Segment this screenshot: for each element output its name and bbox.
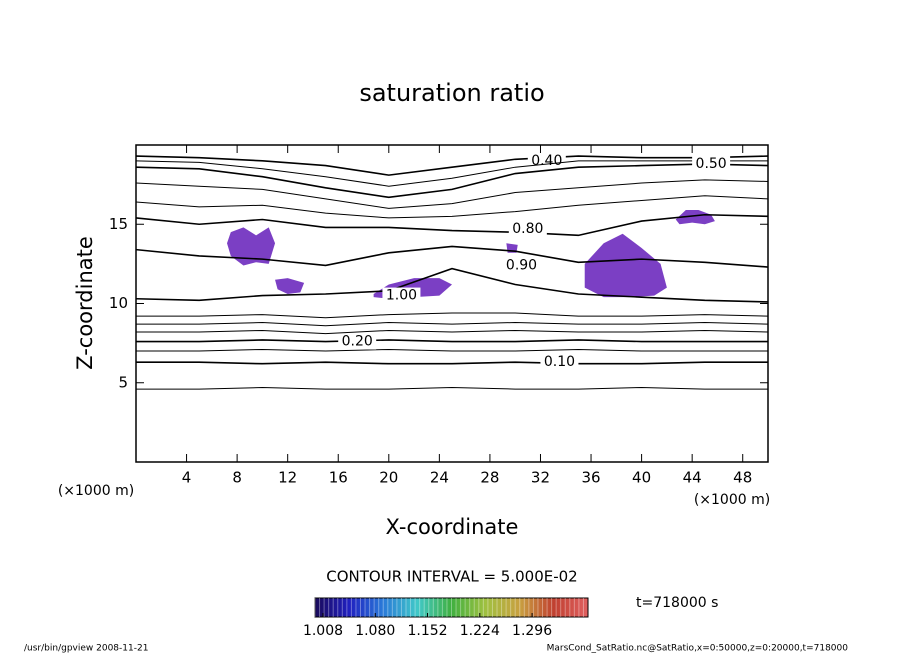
- contour-label: 0.20: [342, 334, 373, 350]
- contour-label: 0.80: [512, 221, 543, 237]
- y-tick-label: 10: [109, 294, 128, 312]
- colorbar-tick-label: 1.080: [355, 623, 395, 639]
- supersaturated-region: [675, 209, 715, 225]
- x-tick-label: 12: [278, 469, 297, 487]
- contour-label: 0.10: [544, 354, 575, 370]
- colorbar-tick-label: 1.152: [407, 623, 447, 639]
- chart-title: saturation ratio: [359, 79, 544, 107]
- x-tick-label: 16: [329, 469, 348, 487]
- plot-frame: [135, 144, 769, 463]
- colorbar-tick-label: 1.224: [460, 623, 500, 639]
- contour-label-bg: [508, 221, 547, 238]
- contour-label: 0.40: [531, 153, 562, 169]
- y-tick-label: 15: [109, 215, 128, 233]
- colorbar-tick-label: 1.296: [512, 623, 552, 639]
- colorbar-tick-label: 1.008: [303, 623, 343, 639]
- supersaturated-region: [275, 278, 305, 294]
- contour-label-bg: [692, 156, 731, 173]
- colorbar: [314, 597, 589, 618]
- contour-line: [136, 179, 768, 209]
- x-tick-label: 32: [531, 469, 550, 487]
- contour-label-bg: [338, 333, 377, 350]
- x-tick-label: 48: [733, 469, 752, 487]
- contour-line: [136, 387, 768, 390]
- time-label: t=718000 s: [636, 595, 718, 611]
- supersaturated-region: [584, 233, 667, 298]
- x-tick-label: 24: [430, 469, 449, 487]
- contour-line: [136, 348, 768, 352]
- contour-interval: CONTOUR INTERVAL = 5.000E-02: [326, 568, 577, 586]
- x-axis-label: X-coordinate: [386, 515, 519, 539]
- x-tick-label: 28: [480, 469, 499, 487]
- contour-line: [136, 312, 768, 319]
- y-tick-label: 5: [118, 373, 128, 391]
- contour-line: [136, 329, 768, 335]
- contour-line: [136, 163, 768, 199]
- x-tick-label: 44: [683, 469, 702, 487]
- y-axis-label: Z-coordinate: [73, 236, 97, 370]
- x-tick-label: 40: [632, 469, 651, 487]
- contour-line: [136, 267, 768, 303]
- x-unit: (×1000 m): [58, 483, 134, 499]
- contour-line: [136, 160, 768, 187]
- contour-line: [136, 155, 768, 176]
- x-unit: (×1000 m): [694, 492, 770, 508]
- x-tick-label: 20: [379, 469, 398, 487]
- contour-line: [136, 339, 768, 343]
- contour-line: [136, 213, 768, 237]
- contour-line: [136, 195, 768, 219]
- x-tick-label: 8: [232, 469, 242, 487]
- contour-line: [136, 322, 768, 327]
- contour-label: 0.90: [506, 257, 537, 273]
- contour-label: 1.00: [386, 288, 417, 304]
- supersaturated-region: [227, 227, 276, 266]
- footer: MarsCond_SatRatio.nc@SatRatio,x=0:50000,…: [547, 644, 849, 654]
- contour-label: 0.50: [696, 156, 727, 172]
- plot: 0.10 0.20 0.40 0.50 0.80 0.90 1.00: [136, 152, 768, 390]
- contour-label-bg: [540, 354, 579, 371]
- contour-label-bg: [502, 257, 541, 274]
- x-tick-label: 36: [581, 469, 600, 487]
- contour-line: [136, 361, 768, 365]
- footer: /usr/bin/gpview 2008-11-21: [24, 644, 148, 654]
- contour-label-bg: [382, 287, 421, 304]
- contour-line: [136, 245, 768, 268]
- x-tick-label: 4: [182, 469, 192, 487]
